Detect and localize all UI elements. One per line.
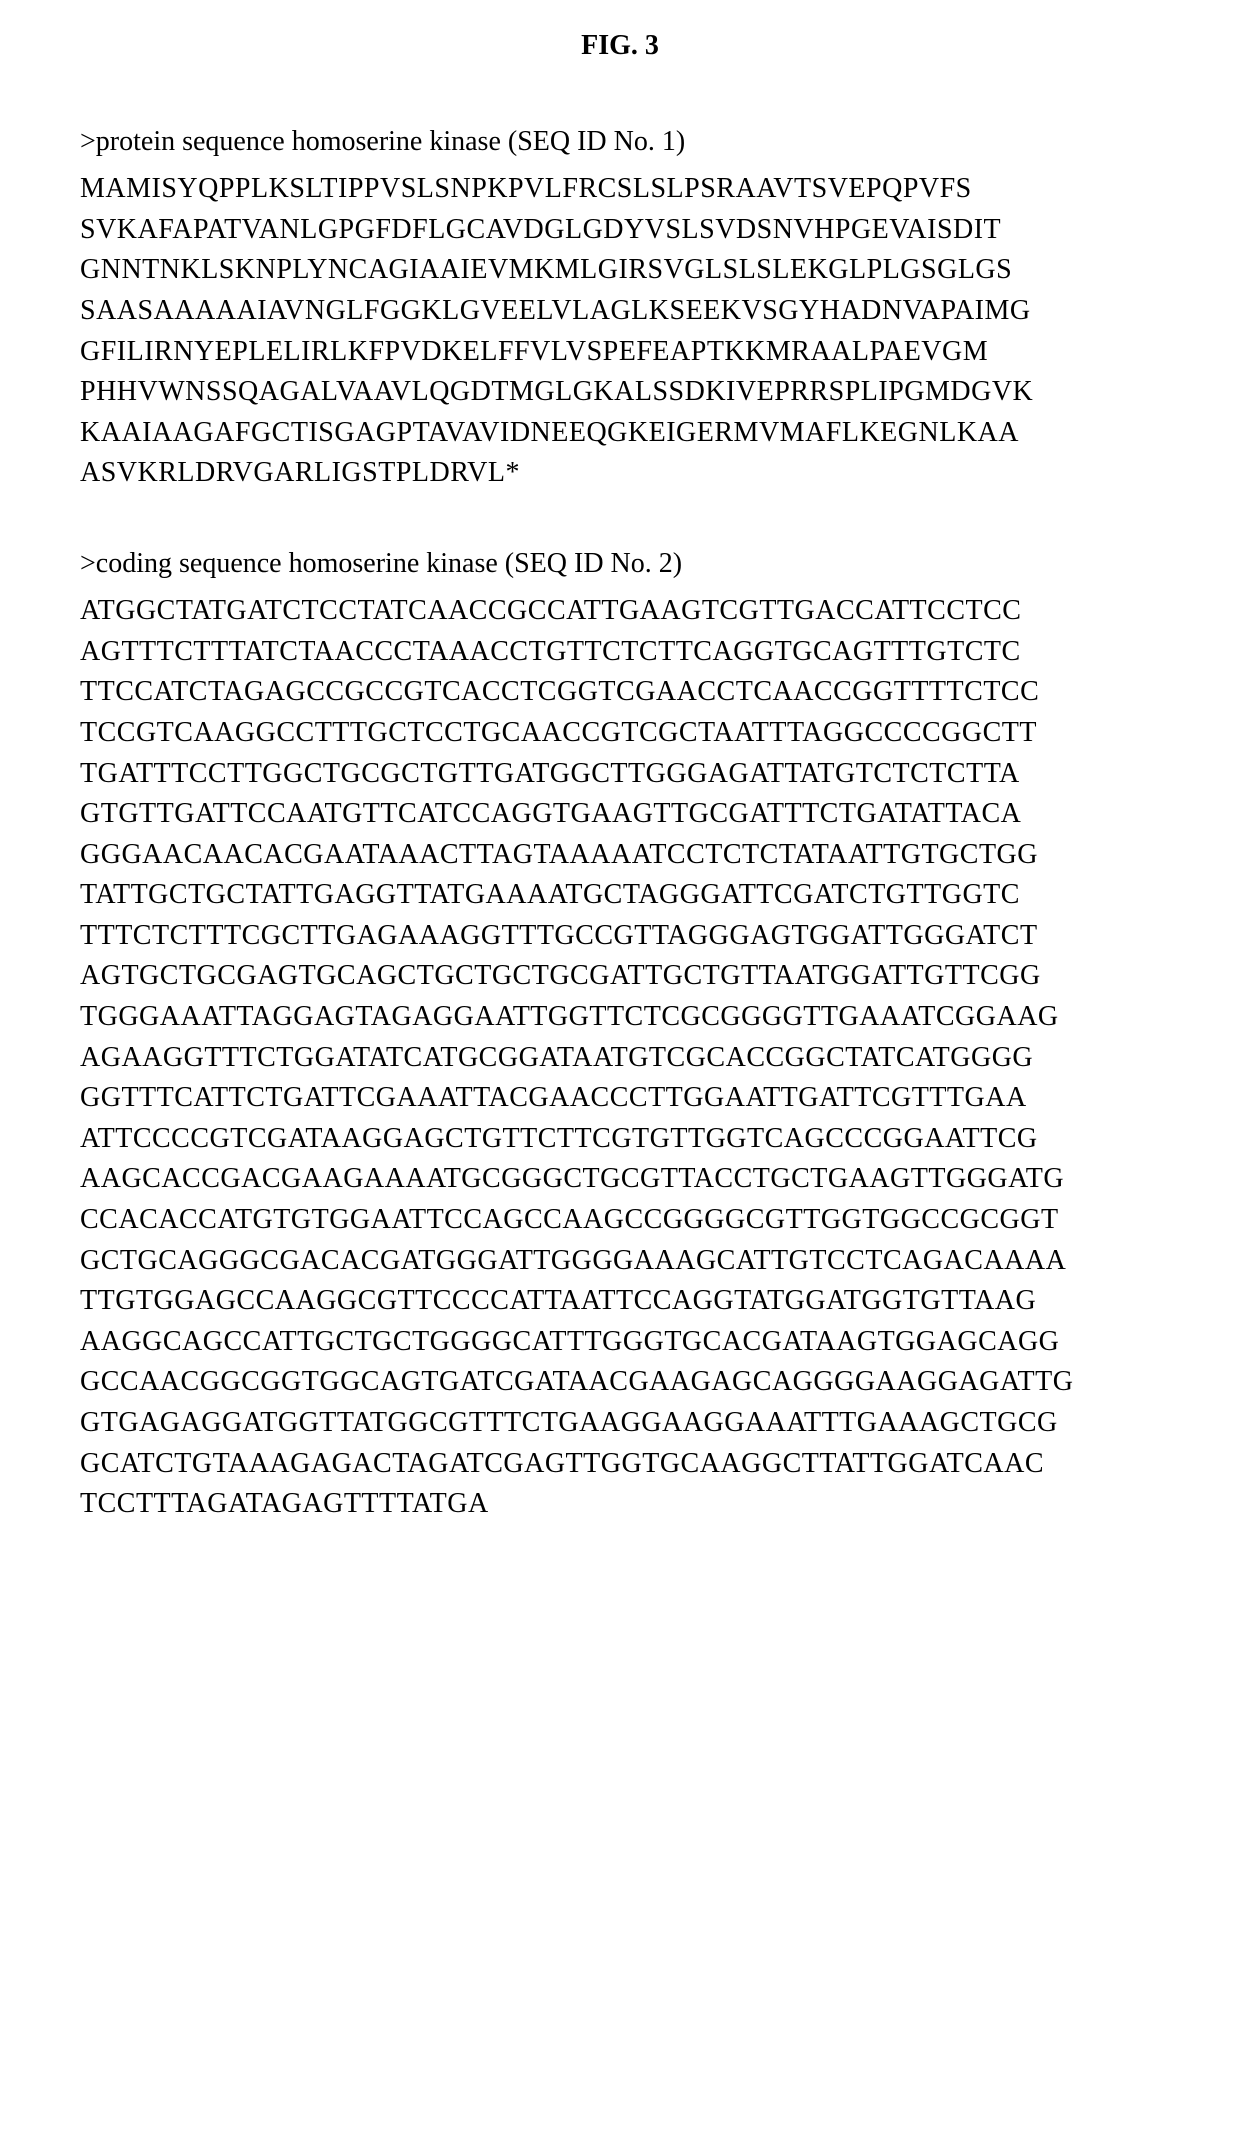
- figure-title: FIG. 3: [80, 30, 1160, 62]
- protein-sequence-body: MAMISYQPPLKSLTIPPVSLSNPKPVLFRCSLSLPSRAAV…: [80, 169, 1160, 494]
- protein-sequence-block: >protein sequence homoserine kinase (SEQ…: [80, 122, 1160, 494]
- coding-sequence-body: ATGGCTATGATCTCCTATCAACCGCCATTGAAGTCGTTGA…: [80, 591, 1160, 1525]
- coding-sequence-header: >coding sequence homoserine kinase (SEQ …: [80, 544, 1160, 583]
- protein-sequence-header: >protein sequence homoserine kinase (SEQ…: [80, 122, 1160, 161]
- coding-sequence-block: >coding sequence homoserine kinase (SEQ …: [80, 544, 1160, 1525]
